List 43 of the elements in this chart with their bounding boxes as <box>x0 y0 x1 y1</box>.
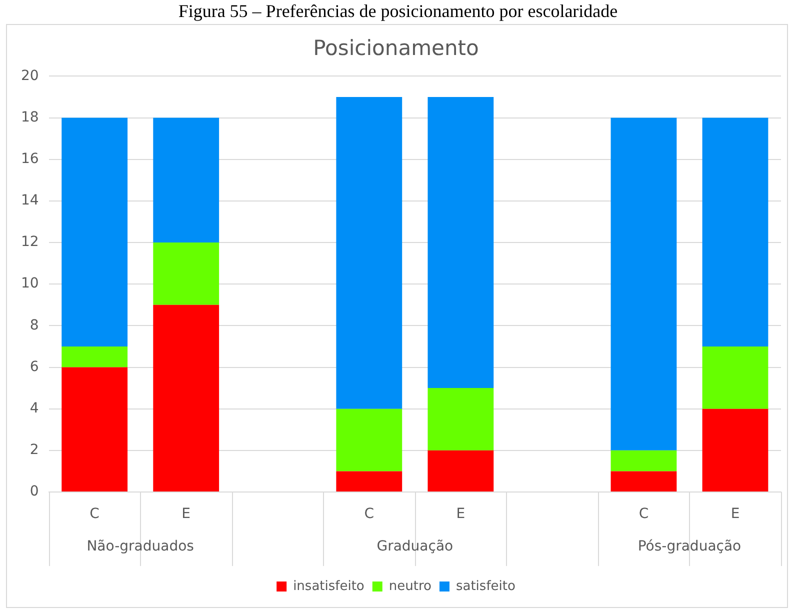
bar <box>336 96 402 409</box>
x-tick-label: C <box>90 506 100 522</box>
text: Graduação <box>376 538 454 555</box>
bar <box>153 304 220 492</box>
legend-label: neutro <box>388 578 432 594</box>
legend-label: satisfeito <box>456 578 516 594</box>
y-tick-label: 14 <box>20 192 39 209</box>
x-tick-label: E <box>456 506 466 522</box>
bar <box>336 408 402 472</box>
text: Figura 55 – Preferências de posicionamento por escolaridade <box>177 0 619 22</box>
bar <box>62 118 128 346</box>
chart-title: Posicionamento <box>313 36 479 60</box>
y-tick-label: 0 <box>30 484 39 500</box>
bar <box>428 96 494 388</box>
y-tick-label: 10 <box>20 276 39 292</box>
bar <box>62 346 128 368</box>
y-tick-label: 4 <box>30 400 39 416</box>
y-tick-label: 2 <box>30 442 39 458</box>
bar <box>336 471 402 492</box>
x-tick-label: E <box>730 506 740 522</box>
bar <box>62 367 128 492</box>
bar <box>610 450 677 472</box>
text: Pós-graduação <box>638 538 742 555</box>
x-tick-label: C <box>364 506 374 522</box>
bar <box>702 118 768 346</box>
y-tick-label: 6 <box>30 358 39 375</box>
bar <box>702 408 768 492</box>
bar <box>610 118 677 450</box>
y-tick-label: 18 <box>20 109 39 126</box>
y-tick-label: 12 <box>20 234 39 250</box>
y-tick-label: 16 <box>20 151 39 167</box>
text: Não-graduados <box>86 538 194 555</box>
bar <box>610 471 677 492</box>
bar <box>428 388 494 450</box>
y-tick-label: 20 <box>20 68 39 84</box>
bar <box>153 118 220 243</box>
x-tick-label: E <box>182 506 191 522</box>
bar <box>428 450 494 492</box>
bar <box>153 242 220 305</box>
x-tick-label: C <box>638 506 649 522</box>
y-tick-label: 8 <box>30 317 39 334</box>
legend-label: insatisfeito <box>293 578 364 594</box>
bar <box>702 346 768 409</box>
